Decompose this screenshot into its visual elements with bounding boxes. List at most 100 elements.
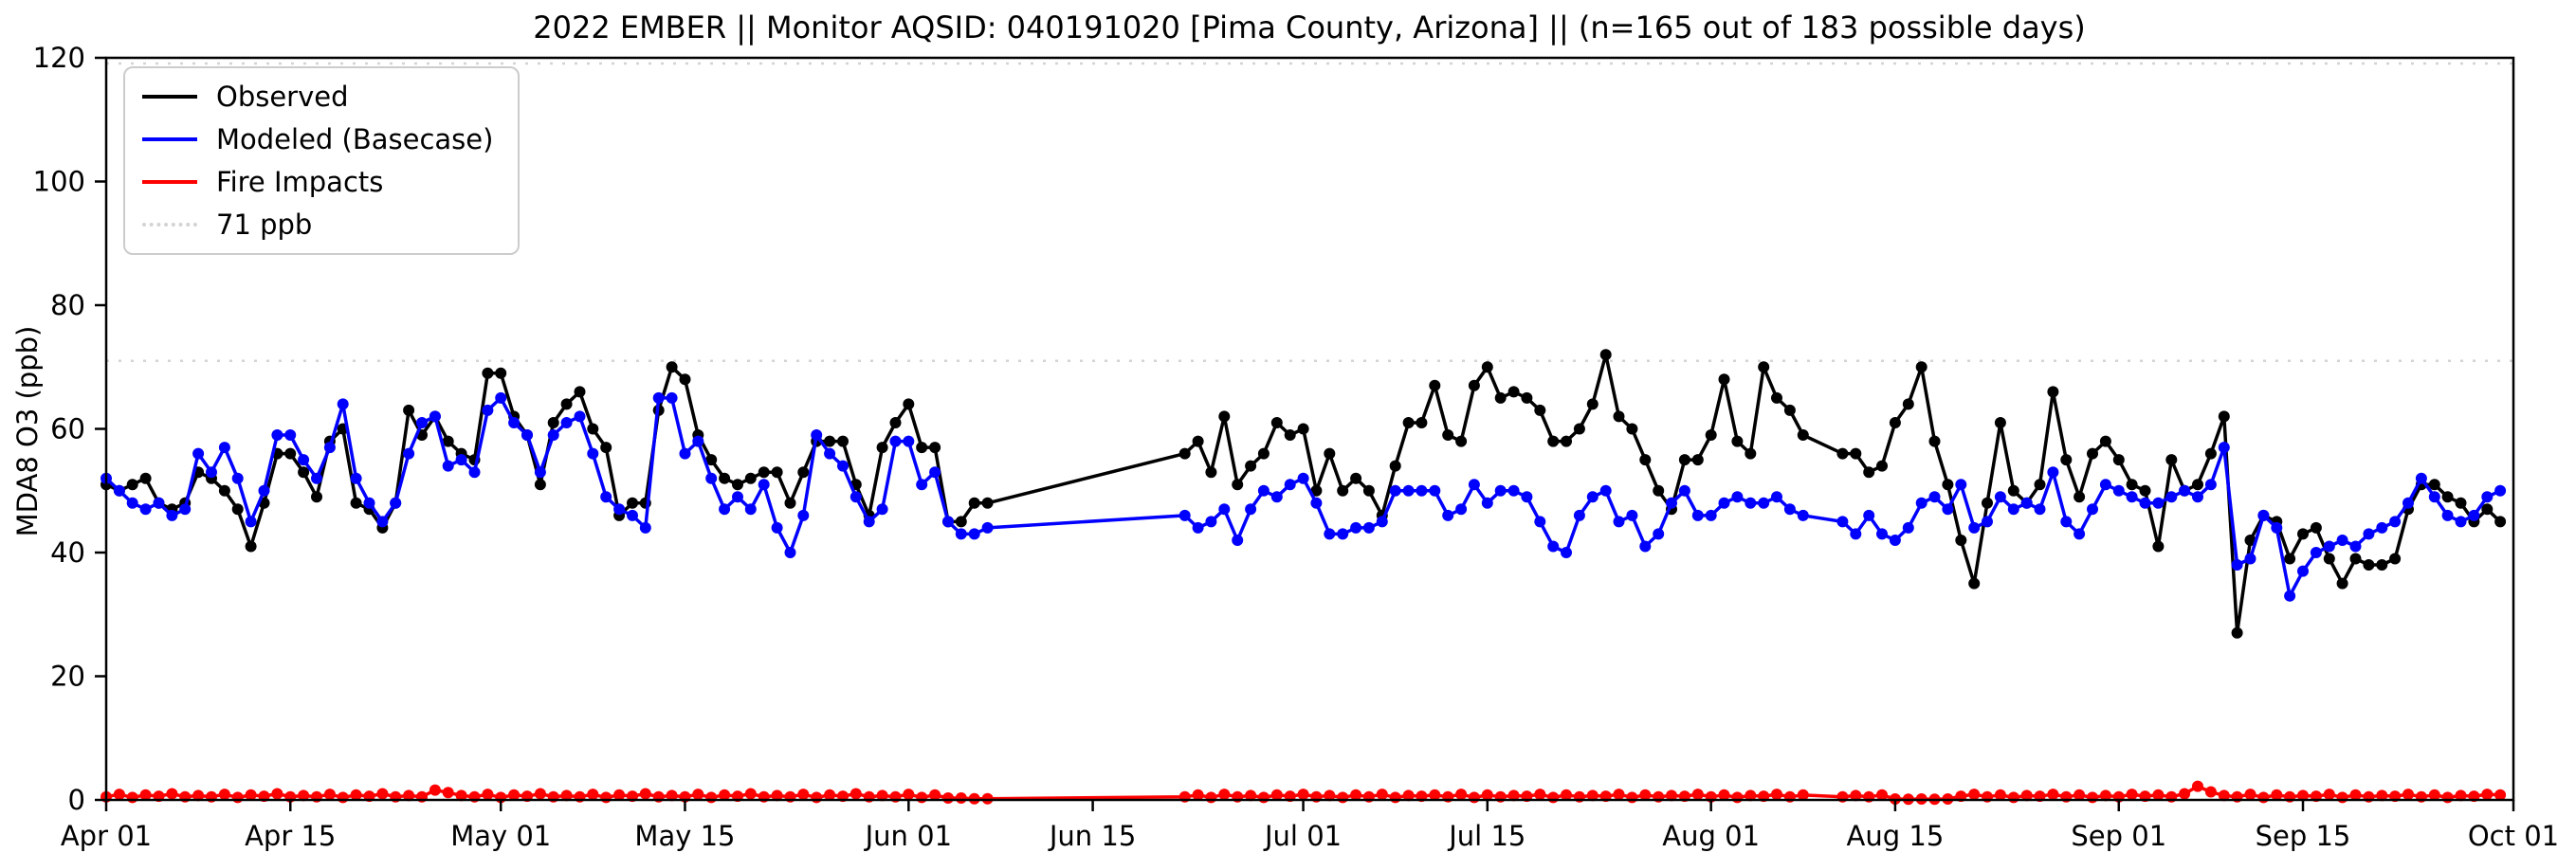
fire-impacts-marker [613,789,626,801]
observed-marker [2323,553,2335,565]
modeled-basecase--marker [1968,521,1981,534]
fire-impacts-marker [2455,789,2467,802]
observed-marker [1284,429,1296,441]
modeled-basecase--marker [153,497,165,509]
fire-impacts-marker [1350,789,1362,801]
modeled-basecase--marker [271,429,283,441]
modeled-basecase--marker [2402,497,2414,509]
modeled-basecase--marker [298,454,310,466]
modeled-basecase--marker [1745,497,1757,509]
modeled-basecase--marker [903,435,915,447]
observed-marker [1547,435,1560,447]
observed-marker [1192,435,1204,447]
observed-marker [2389,553,2402,565]
fire-impacts-marker [2047,789,2059,801]
fire-impacts-marker [2179,788,2191,800]
observed-marker [2047,386,2059,398]
modeled-basecase--marker [2112,484,2125,497]
observed-marker [1599,349,1612,361]
fire-impacts-marker [2257,791,2270,804]
observed-marker [666,361,678,373]
observed-marker [2087,447,2098,460]
x-tick-label: Jun 15 [1048,820,1136,852]
observed-marker [1310,484,1323,497]
observed-marker [311,491,322,503]
fire-impacts-marker [1639,789,1652,801]
observed-marker [1442,429,1454,441]
observed-marker [1653,484,1665,497]
modeled-basecase--marker [1284,479,1296,491]
fire-impacts-marker [2020,789,2033,802]
modeled-basecase--marker [1507,484,1520,497]
observed-marker [1362,484,1375,497]
fire-impacts-marker [350,789,362,801]
fire-impacts-marker [1297,789,1309,801]
modeled-basecase--marker [1494,484,1507,497]
modeled-basecase--marker [2047,466,2059,479]
modeled-basecase--marker [2310,547,2322,558]
modeled-basecase--marker [323,442,336,454]
fire-impacts-marker [1337,791,1349,804]
fire-impacts-marker [1613,789,1625,801]
modeled-basecase--marker [455,454,467,466]
modeled-basecase--marker [1376,516,1388,528]
modeled-basecase--marker [1429,484,1441,497]
modeled-basecase--marker [258,484,270,497]
x-tick-label: Sep 01 [2071,820,2166,852]
fire-impacts-marker [1561,789,1572,801]
observed-marker [245,540,257,553]
modeled-basecase--marker [2389,516,2402,528]
modeled-basecase--marker [889,435,902,447]
modeled-basecase--marker [2481,491,2494,503]
modeled-basecase--marker [1521,491,1533,503]
modeled-basecase--marker [811,429,823,441]
modeled-basecase--marker [1771,491,1782,503]
modeled-basecase--marker [1653,528,1665,540]
fire-impacts-marker [705,791,718,804]
fire-impacts-marker [2152,789,2165,801]
x-tick-label: May 01 [450,820,551,852]
modeled-basecase--marker [771,521,783,534]
fire-impacts-marker [1876,789,1888,801]
fire-impacts-marker [1534,789,1546,801]
modeled-basecase--marker [2441,509,2454,521]
modeled-basecase--marker [2099,479,2111,491]
observed-marker [1691,454,1704,466]
legend-item-fire: Fire Impacts [142,165,493,199]
fire-impacts-marker [1481,789,1493,801]
modeled-basecase--marker [1758,497,1770,509]
observed-marker [1232,479,1244,491]
modeled-basecase--marker [403,447,415,460]
fire-impacts-marker [587,789,599,801]
modeled-basecase--marker [231,472,244,484]
modeled-basecase--marker [1994,491,2006,503]
fire-line-swatch [142,180,197,184]
modeled-basecase--marker [1402,484,1415,497]
observed-marker [403,404,415,416]
legend-item-observed: Observed [142,80,493,114]
fire-impacts-marker [2099,789,2111,802]
observed-marker [929,442,941,454]
modeled-basecase--marker [534,466,546,479]
modeled-basecase--marker [2284,590,2296,602]
fire-impacts-marker [981,792,994,805]
fire-impacts-marker [719,789,731,801]
observed-marker [955,516,967,528]
fire-impacts-marker [2244,789,2256,801]
y-tick-label: 120 [33,42,85,74]
modeled-basecase--marker [376,516,389,528]
observed-marker [350,497,362,509]
modeled-basecase--marker [1678,484,1690,497]
observed-marker [1586,398,1599,410]
observed-marker [981,497,994,509]
fire-impacts-marker [2192,780,2203,792]
observed-marker [968,497,980,509]
modeled-basecase--marker [627,509,638,521]
modeled-basecase--marker [2020,497,2033,509]
modeled-basecase--marker [600,491,612,503]
fire-impacts-marker [337,791,349,804]
modeled-basecase--marker [824,447,836,460]
modeled-basecase--marker [2455,516,2467,528]
modeled-basecase--marker [2336,535,2348,546]
fire-impacts-marker [903,789,915,801]
